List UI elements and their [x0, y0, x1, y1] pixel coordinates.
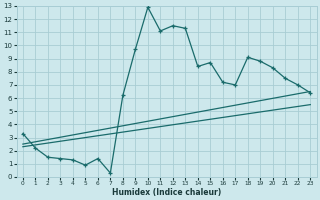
X-axis label: Humidex (Indice chaleur): Humidex (Indice chaleur) — [112, 188, 221, 197]
